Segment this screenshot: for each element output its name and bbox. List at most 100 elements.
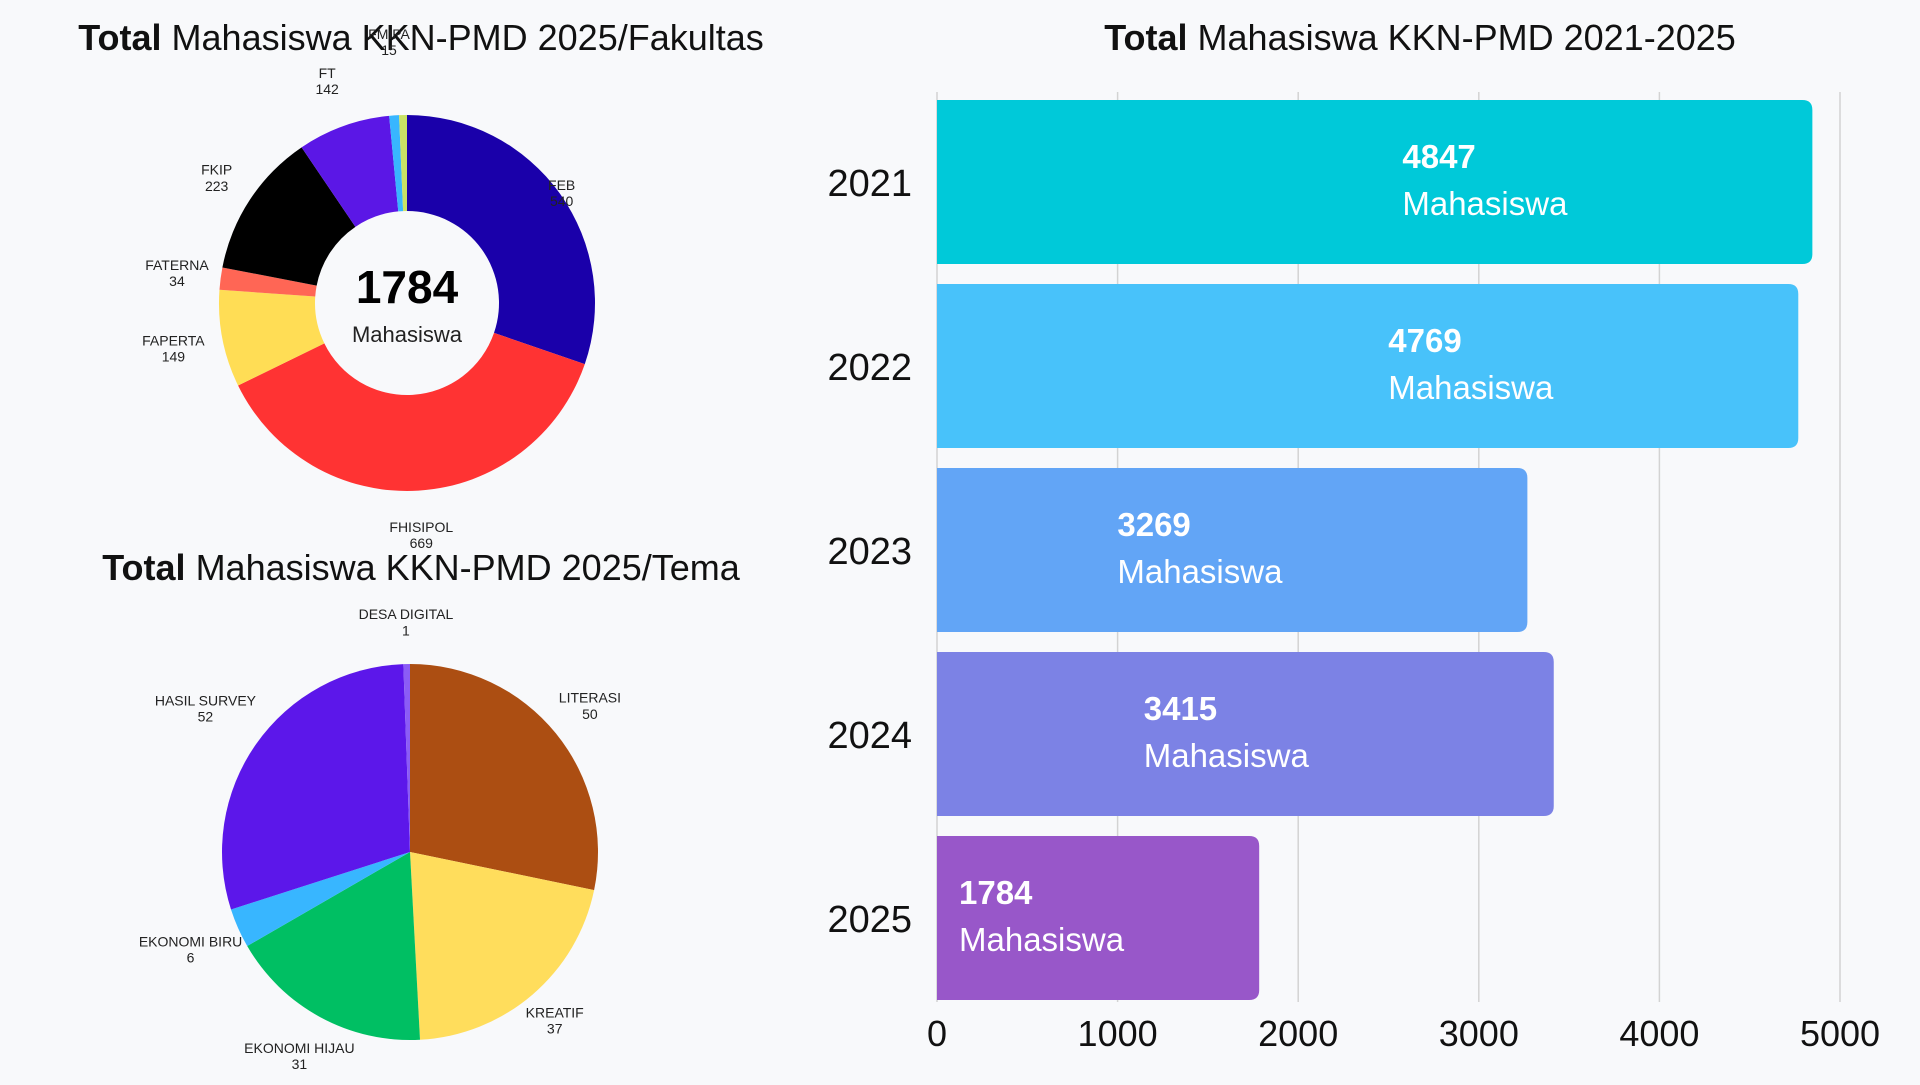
theme-chart-title: Total Mahasiswa KKN-PMD 2025/Tema: [102, 547, 741, 588]
faculty-chart-title: Total Mahasiswa KKN-PMD 2025/Fakultas: [78, 17, 764, 58]
faculty-slice-feb: [407, 115, 595, 365]
y-label-2024: 2024: [827, 715, 912, 757]
faculty-label-value: 149: [162, 349, 186, 365]
faculty-donut: [219, 115, 595, 491]
bar-value-2022: 4769: [1388, 322, 1461, 359]
faculty-label-faperta: FAPERTA 149: [142, 333, 205, 365]
faculty-label-value: 15: [381, 42, 397, 58]
faculty-label-name: FEB: [548, 177, 575, 193]
faculty-label-value: 223: [205, 178, 229, 194]
theme-label-kreatif: KREATIF 37: [526, 1005, 584, 1037]
bar-unit-2025: Mahasiswa: [959, 921, 1125, 958]
bar-2025: [937, 836, 1260, 1000]
theme-label-value: 31: [292, 1056, 308, 1072]
theme-slice-ekonomi-hijau: [247, 852, 421, 1040]
bar-unit-2024: Mahasiswa: [1144, 737, 1310, 774]
theme-label-name: EKONOMI BIRU: [139, 933, 242, 949]
theme-title-rest: Mahasiswa KKN-PMD 2025/Tema: [186, 547, 741, 588]
yearly-chart-title: Total Mahasiswa KKN-PMD 2021-2025: [1104, 17, 1736, 58]
bar-2023: [937, 468, 1528, 632]
theme-label-value: 52: [198, 709, 214, 725]
theme-label-value: 1: [402, 622, 410, 638]
yearly-title-rest: Mahasiswa KKN-PMD 2021-2025: [1188, 17, 1736, 58]
bar-unit-2021: Mahasiswa: [1402, 185, 1568, 222]
faculty-label-value: 669: [410, 535, 434, 551]
yearly-chart: Total Mahasiswa KKN-PMD 2021-2025 4847 Ma…: [827, 17, 1880, 1054]
y-label-2021: 2021: [827, 163, 912, 205]
theme-slice-ekonomi-biru: [230, 852, 410, 946]
faculty-label-faterna: FATERNA 34: [145, 257, 209, 289]
faculty-chart: Total Mahasiswa KKN-PMD 2025/Fakultas FE…: [78, 17, 764, 551]
faculty-label-value: 540: [550, 193, 574, 209]
bar-2021: [937, 100, 1813, 264]
theme-label-value: 37: [547, 1021, 563, 1037]
y-label-2025: 2025: [827, 899, 912, 941]
bar-unit-2022: Mahasiswa: [1388, 369, 1554, 406]
faculty-title-rest: Mahasiswa KKN-PMD 2025/Fakultas: [162, 17, 764, 58]
faculty-label-fhisipol: FHISIPOL 669: [389, 519, 453, 551]
bar-value-2023: 3269: [1117, 506, 1190, 543]
faculty-label-name: FMIPA: [368, 26, 410, 42]
faculty-title-bold: Total: [78, 17, 161, 58]
faculty-slice-fkip: [222, 147, 356, 286]
x-tick-2000: 2000: [1258, 1013, 1338, 1054]
faculty-label-value: 142: [315, 81, 339, 97]
theme-label-name: EKONOMI HIJAU: [244, 1040, 354, 1056]
faculty-label-value: 34: [169, 273, 185, 289]
theme-slice-literasi: [410, 664, 598, 891]
x-tick-5000: 5000: [1800, 1013, 1880, 1054]
donut-center-value: 1784: [356, 261, 459, 313]
bar-y-axis: 2021 2022 2023 2024 2025: [827, 163, 912, 941]
theme-slice-kreatif: [410, 852, 595, 1040]
bar-2024: [937, 652, 1554, 816]
theme-label-ekonomi-biru: EKONOMI BIRU 6: [139, 933, 242, 965]
faculty-label-fmipa: FMIPA 15: [368, 26, 410, 58]
faculty-label-feb: FEB 540: [548, 177, 575, 209]
bar-2022: [937, 284, 1799, 448]
bar-series: 4847 Mahasiswa 4769 Mahasiswa 3269 Mahasiswa 3…: [937, 100, 1813, 1000]
bar-value-2021: 4847: [1402, 138, 1475, 175]
theme-slice-hasil-survey: [222, 664, 410, 910]
faculty-label-name: FAPERTA: [142, 333, 205, 349]
faculty-label-ft: FT 142: [315, 65, 339, 97]
theme-label-name: DESA DIGITAL: [359, 606, 454, 622]
bar-x-axis: 0 1000 2000 3000 4000 5000: [927, 1013, 1880, 1054]
y-label-2023: 2023: [827, 531, 912, 573]
faculty-labels: FEB 540 FHISIPOL 669 FAPERTA 149 FATERNA 34 FKIP…: [142, 26, 575, 551]
theme-label-value: 6: [187, 950, 195, 966]
faculty-label-fkip: FKIP 223: [201, 162, 232, 194]
faculty-label-name: FATERNA: [145, 257, 209, 273]
theme-pie: [222, 664, 598, 1040]
yearly-title-bold: Total: [1104, 17, 1187, 58]
faculty-slice-unlabeled-7: [399, 115, 407, 212]
x-tick-3000: 3000: [1439, 1013, 1519, 1054]
theme-label-name: LITERASI: [559, 690, 621, 706]
bar-value-2024: 3415: [1144, 690, 1217, 727]
theme-label-ekonomi-hijau: EKONOMI HIJAU 31: [244, 1040, 354, 1072]
faculty-label-name: FT: [319, 65, 337, 81]
theme-chart: Total Mahasiswa KKN-PMD 2025/Tema LITERA…: [102, 547, 741, 1072]
theme-label-literasi: LITERASI 50: [559, 690, 621, 722]
bar-value-2025: 1784: [959, 874, 1033, 911]
faculty-slice-faterna: [219, 267, 317, 297]
theme-slice-desa-digital: [403, 664, 410, 852]
theme-label-name: KREATIF: [526, 1005, 584, 1021]
faculty-slice-ft: [301, 115, 399, 227]
donut-center-unit: Mahasiswa: [352, 322, 463, 347]
y-label-2022: 2022: [827, 347, 912, 389]
x-tick-1000: 1000: [1078, 1013, 1158, 1054]
theme-label-desa-digital: DESA DIGITAL 1: [359, 606, 454, 638]
x-tick-4000: 4000: [1619, 1013, 1699, 1054]
theme-title-bold: Total: [102, 547, 185, 588]
faculty-slice-faperta: [219, 289, 325, 386]
x-tick-0: 0: [927, 1013, 947, 1054]
theme-label-value: 50: [582, 706, 598, 722]
bar-unit-2023: Mahasiswa: [1117, 553, 1283, 590]
theme-label-hasil-survey: HASIL SURVEY 52: [155, 693, 257, 725]
faculty-slice-fhisipol: [238, 332, 585, 491]
faculty-label-name: FKIP: [201, 162, 232, 178]
theme-label-name: HASIL SURVEY: [155, 693, 257, 709]
